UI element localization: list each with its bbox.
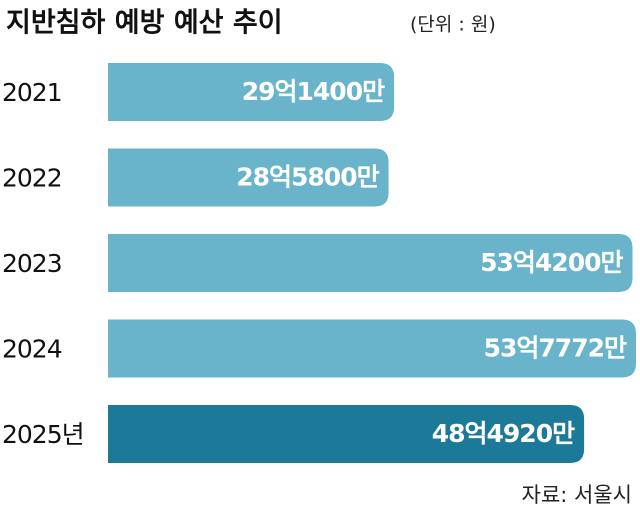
value-label: 29억1400만 [242, 77, 385, 106]
bar [108, 234, 633, 292]
value-label: 28억5800만 [236, 163, 379, 192]
bar [108, 405, 585, 463]
value-label: 48억4920만 [432, 419, 575, 448]
bar [108, 148, 389, 207]
y-tick-label: 2021 [2, 78, 62, 107]
y-tick-label: 2022 [2, 164, 62, 193]
source: 자료: 서울시 [522, 483, 632, 507]
y-tick-label: 2023 [2, 249, 62, 278]
bar [108, 319, 636, 378]
y-tick-label: 2024 [2, 335, 62, 364]
value-label: 53억4200만 [480, 248, 623, 277]
chart-subtitle: (단위 : 원) [410, 14, 496, 36]
chart-title: 지반침하 예방 예산 추이 [6, 8, 283, 39]
value-label: 53억7772만 [484, 334, 627, 363]
y-tick-label: 2025년 [2, 420, 84, 449]
bar [108, 63, 395, 121]
